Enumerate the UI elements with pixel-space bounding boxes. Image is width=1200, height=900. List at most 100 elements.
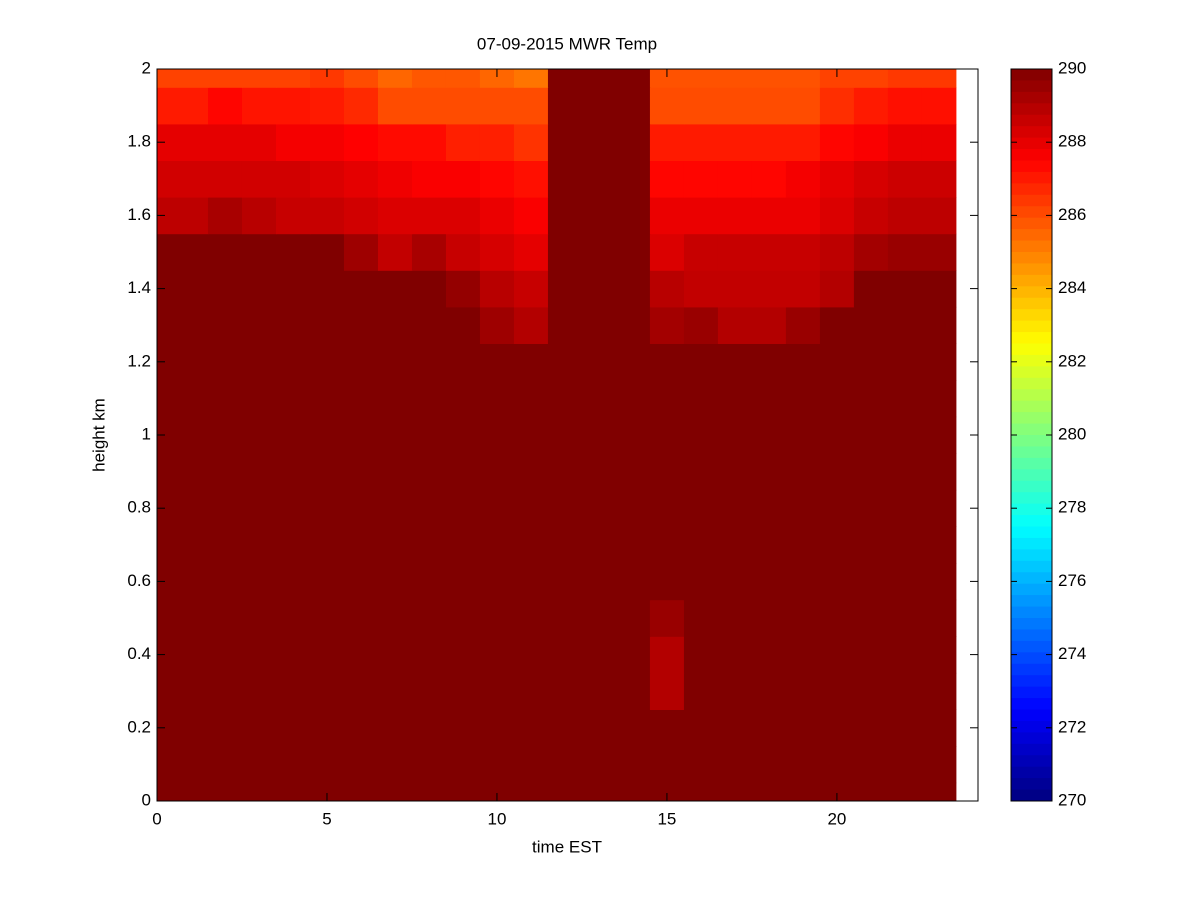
heatmap-cell bbox=[377, 489, 413, 527]
heatmap-cell bbox=[275, 636, 311, 674]
heatmap-cell bbox=[411, 489, 447, 527]
heatmap-cell bbox=[309, 343, 345, 381]
heatmap-cell bbox=[445, 380, 481, 418]
heatmap-cell bbox=[751, 197, 787, 235]
heatmap-cell bbox=[309, 746, 345, 784]
heatmap-cell bbox=[309, 306, 345, 344]
heatmap-cell bbox=[581, 563, 617, 601]
heatmap-cell bbox=[751, 123, 787, 161]
heatmap-cell bbox=[241, 123, 277, 161]
heatmap-cell bbox=[717, 526, 753, 564]
heatmap-cell bbox=[683, 69, 719, 88]
heatmap-cell bbox=[683, 672, 719, 710]
heatmap-cell bbox=[377, 306, 413, 344]
heatmap-cell bbox=[241, 380, 277, 418]
heatmap-cell bbox=[157, 709, 209, 747]
heatmap-cell bbox=[683, 197, 719, 235]
heatmap-cell bbox=[717, 197, 753, 235]
heatmap-cell bbox=[921, 782, 957, 802]
heatmap-cell bbox=[853, 563, 889, 601]
heatmap-cell bbox=[751, 87, 787, 125]
heatmap-cell bbox=[819, 489, 855, 527]
colorbar-swatch bbox=[1011, 537, 1052, 550]
heatmap-cell bbox=[819, 782, 855, 802]
heatmap-cell bbox=[649, 599, 685, 637]
heatmap-cell bbox=[157, 746, 209, 784]
heatmap-cell bbox=[411, 526, 447, 564]
heatmap-cell bbox=[547, 526, 583, 564]
heatmap-cell bbox=[411, 453, 447, 491]
heatmap-cell bbox=[785, 709, 821, 747]
heatmap-cell bbox=[649, 87, 685, 125]
colorbar-tick-label: 280 bbox=[1058, 424, 1086, 443]
heatmap-cell bbox=[275, 306, 311, 344]
heatmap-cell bbox=[853, 526, 889, 564]
heatmap-cell bbox=[479, 233, 515, 271]
heatmap-cell bbox=[887, 782, 923, 802]
heatmap-cell bbox=[479, 160, 515, 198]
heatmap-cell bbox=[649, 270, 685, 308]
heatmap-cell bbox=[717, 233, 753, 271]
heatmap-cell bbox=[887, 636, 923, 674]
heatmap-cell bbox=[717, 709, 753, 747]
heatmap-cell bbox=[309, 123, 345, 161]
heatmap-cell bbox=[207, 160, 243, 198]
heatmap-cell bbox=[241, 526, 277, 564]
heatmap-cell bbox=[819, 709, 855, 747]
colorbar-swatch bbox=[1011, 286, 1052, 299]
heatmap-cell bbox=[157, 672, 209, 710]
heatmap-cell bbox=[615, 563, 651, 601]
heatmap-cell bbox=[547, 416, 583, 454]
heatmap-cell bbox=[445, 123, 481, 161]
colorbar-swatch bbox=[1011, 297, 1052, 310]
heatmap-cell bbox=[683, 416, 719, 454]
heatmap-cell bbox=[615, 123, 651, 161]
heatmap-cell bbox=[157, 197, 209, 235]
heatmap-cell bbox=[887, 453, 923, 491]
heatmap-cell bbox=[207, 489, 243, 527]
heatmap-cell bbox=[547, 343, 583, 381]
heatmap-cell bbox=[547, 306, 583, 344]
heatmap-cell bbox=[751, 270, 787, 308]
heatmap-cell bbox=[683, 782, 719, 802]
heatmap-cell bbox=[241, 270, 277, 308]
y-tick-label: 0 bbox=[142, 790, 151, 809]
heatmap-cell bbox=[513, 233, 549, 271]
heatmap-cell bbox=[241, 233, 277, 271]
heatmap-cell bbox=[717, 416, 753, 454]
heatmap-cell bbox=[819, 416, 855, 454]
colorbar-swatch bbox=[1011, 343, 1052, 356]
heatmap-cell bbox=[683, 526, 719, 564]
heatmap-cell bbox=[157, 233, 209, 271]
heatmap-cell bbox=[241, 563, 277, 601]
y-tick-label: 0.2 bbox=[127, 717, 151, 736]
heatmap-cell bbox=[921, 87, 957, 125]
x-tick-label: 10 bbox=[487, 809, 506, 828]
heatmap-cell bbox=[547, 233, 583, 271]
heatmap-cell bbox=[411, 563, 447, 601]
heatmap-cell bbox=[615, 599, 651, 637]
heatmap-cell bbox=[343, 599, 379, 637]
colorbar-swatch bbox=[1011, 126, 1052, 139]
heatmap-cell bbox=[853, 270, 889, 308]
heatmap-cell bbox=[683, 636, 719, 674]
heatmap-cell bbox=[853, 709, 889, 747]
heatmap-cell bbox=[921, 197, 957, 235]
heatmap-cell bbox=[309, 709, 345, 747]
colorbar-swatch bbox=[1011, 686, 1052, 699]
heatmap-cell bbox=[157, 87, 209, 125]
heatmap-cell bbox=[445, 270, 481, 308]
heatmap-cell bbox=[581, 453, 617, 491]
heatmap-cell bbox=[343, 526, 379, 564]
heatmap-cell bbox=[819, 380, 855, 418]
colorbar-tick-label: 272 bbox=[1058, 717, 1086, 736]
heatmap-cell bbox=[887, 746, 923, 784]
colorbar-swatch bbox=[1011, 789, 1052, 802]
heatmap-cell bbox=[683, 599, 719, 637]
heatmap-cell bbox=[309, 416, 345, 454]
heatmap-cell bbox=[717, 343, 753, 381]
heatmap-cell bbox=[717, 306, 753, 344]
heatmap-cell bbox=[411, 380, 447, 418]
heatmap-cell bbox=[921, 672, 957, 710]
heatmap-cell bbox=[921, 160, 957, 198]
